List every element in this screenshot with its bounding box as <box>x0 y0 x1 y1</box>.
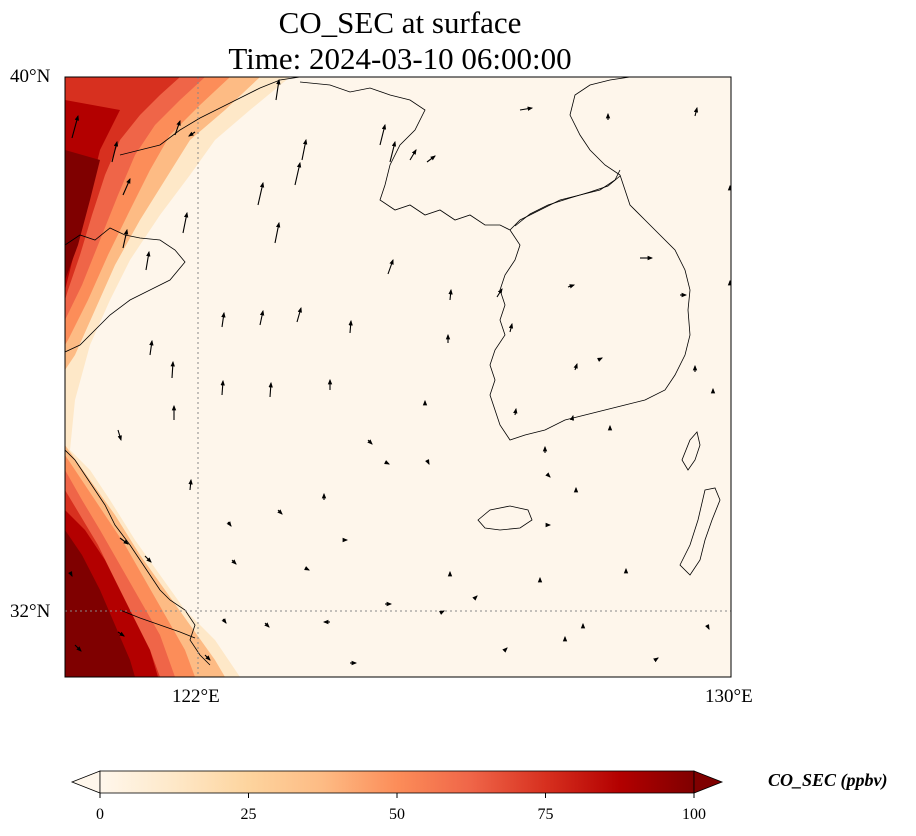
wind-vector-arrow <box>569 414 575 421</box>
wind-vector-arrow <box>513 407 518 416</box>
map-frame <box>64 76 732 678</box>
colorbar-body <box>99 770 695 794</box>
coastlines <box>65 77 721 666</box>
map-subtitle: Time: 2024-03-10 06:00:00 <box>228 41 572 76</box>
wind-vector-arrow <box>296 306 302 323</box>
wind-vector-arrow <box>188 478 193 491</box>
wind-vector-arrow <box>304 566 310 571</box>
wind-vector-arrow <box>301 138 308 161</box>
wind-vector-arrow <box>379 123 387 146</box>
colorbar-tick-0: 0 <box>96 806 104 823</box>
colorbar-extend-min <box>70 770 101 794</box>
wind-vector-arrow <box>226 521 232 527</box>
colorbar <box>70 770 724 798</box>
wind-vector-arrow <box>145 250 151 271</box>
wind-vector-arrow <box>204 654 211 661</box>
colorbar-extend-max <box>693 770 724 794</box>
wind-vector-arrow <box>508 322 514 333</box>
wind-vector-arrow <box>264 622 270 628</box>
wind-vector-arrow <box>348 319 353 334</box>
wind-vector-arrow <box>257 181 265 206</box>
wind-vector-arrow <box>221 618 227 624</box>
lat-label-32n: 32°N <box>10 601 51 622</box>
concentration-field <box>65 77 290 677</box>
wind-vector-arrow <box>409 149 417 161</box>
wind-vector-arrow <box>111 140 119 163</box>
wind-vector-arrow <box>174 119 181 136</box>
wind-vector-arrow <box>653 657 659 663</box>
wind-vector-arrow <box>389 140 397 163</box>
wind-vector-arrow <box>268 381 273 398</box>
wind-vector-arrow <box>693 106 699 117</box>
wind-vector-arrow <box>74 644 82 652</box>
wind-vector-arrow <box>144 555 152 563</box>
wind-vector-arrow <box>567 284 576 289</box>
wind-vector-arrow <box>496 288 503 298</box>
gridlines <box>65 77 731 677</box>
wind-vector-arrow <box>597 357 603 362</box>
map-title: CO_SEC at surface <box>278 5 522 40</box>
wind-vector-arrow <box>439 610 445 615</box>
wind-vector-arrow <box>122 228 129 249</box>
wind-vector-arrow <box>277 509 283 515</box>
wind-vector-arrow <box>259 309 265 326</box>
wind-vector-arrow <box>220 379 225 396</box>
wind-vector-arrow <box>68 571 73 577</box>
wind-vector-arrow <box>117 429 122 442</box>
wind-vector-arrow <box>425 459 430 465</box>
wind-vector-arrow <box>182 211 189 234</box>
colorbar-tick-50: 50 <box>389 806 405 823</box>
wind-vector-arrow <box>519 106 534 111</box>
wind-vector-arrow <box>545 472 551 478</box>
wind-vector-arrow <box>426 155 436 163</box>
colorbar-tick-75: 75 <box>537 806 554 823</box>
wind-vector-arrow <box>387 258 394 275</box>
wind-vector-arrow <box>448 288 453 301</box>
wind-vector-arrow <box>188 131 196 137</box>
wind-vector-arrow <box>71 114 79 139</box>
wind-vector-arrow <box>705 624 710 630</box>
lat-label-40n: 40°N <box>10 66 51 87</box>
colorbar-tick-25: 25 <box>240 806 257 823</box>
wind-vector-arrow <box>384 460 390 465</box>
colorbar-tick-100: 100 <box>682 806 706 823</box>
wind-vector-arrow <box>117 631 125 637</box>
wind-vector-arrow <box>119 537 129 545</box>
wind-vector-arrow <box>573 362 578 371</box>
wind-vector-arrow <box>231 559 237 565</box>
colorbar-label: CO_SEC (ppbv) <box>768 770 888 790</box>
wind-vector-arrow <box>502 647 508 653</box>
wind-vector-arrow <box>472 595 478 601</box>
wind-vectors <box>68 78 731 666</box>
wind-vector-arrow <box>170 360 175 379</box>
lon-label-122e: 122°E <box>172 686 220 707</box>
wind-vector-arrow <box>122 177 131 196</box>
lon-label-130e: 130°E <box>705 686 753 707</box>
wind-vector-arrow <box>294 161 302 186</box>
wind-vector-arrow <box>274 221 281 244</box>
wind-vector-arrow <box>149 339 154 356</box>
wind-vector-arrow <box>275 78 281 101</box>
wind-vector-arrow <box>367 439 373 445</box>
wind-vector-arrow <box>221 311 226 328</box>
